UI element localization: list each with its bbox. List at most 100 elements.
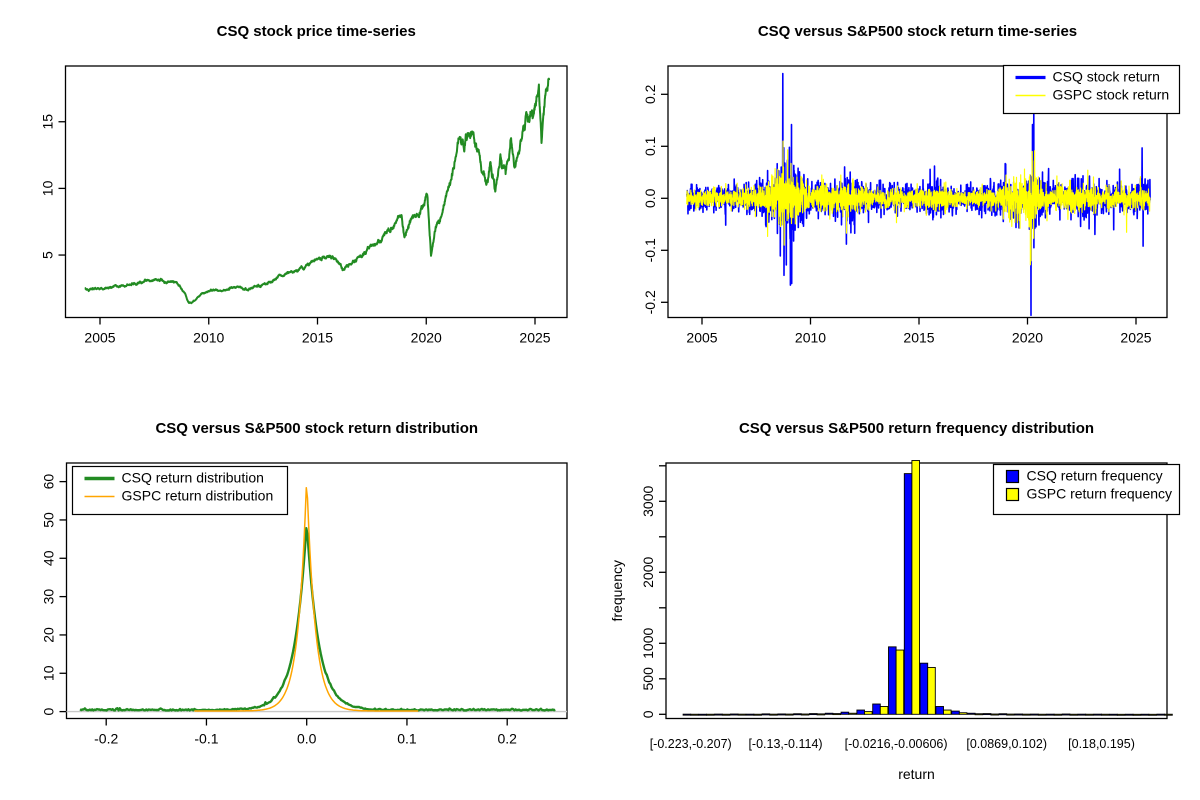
series-gspc-density (194, 486, 419, 712)
series-csq-density (79, 527, 556, 712)
bar-csq-bin-7 (793, 713, 802, 716)
tick-label: 2025 (519, 330, 550, 346)
tick-label: 5 (40, 251, 56, 259)
tick-label: 40 (41, 550, 57, 566)
bar-csq-bin-26 (1093, 713, 1102, 716)
bar-csq-bin-15 (919, 662, 929, 715)
plot-box (65, 462, 568, 720)
bar-csq-bin-25 (1077, 713, 1087, 716)
bar-csq-bin-0 (682, 713, 692, 716)
legend: CSQ return distribution GSPC return distr… (71, 465, 289, 516)
bar-gspc-bin-2 (721, 713, 731, 716)
bar-csq-bin-30 (1156, 713, 1166, 716)
bar-gspc-bin-17 (958, 712, 968, 715)
tick-label: 2015 (903, 330, 934, 346)
bar-csq-bin-12 (872, 703, 881, 715)
tick-label: 50 (41, 512, 57, 528)
tick-label: 0.1 (397, 731, 417, 747)
bar-csq-bin-23 (1046, 713, 1055, 716)
bar-csq-bin-16 (935, 706, 944, 715)
bar-csq-bin-18 (967, 712, 976, 715)
tick-label: 10 (40, 180, 56, 196)
bar-gspc-bin-19 (990, 713, 999, 716)
bar-gspc-bin-0 (690, 713, 699, 716)
tick-label: 2010 (193, 330, 224, 346)
tick-label: 2010 (795, 330, 826, 346)
tick-label: 2025 (1120, 330, 1151, 346)
panel-title: CSQ versus S&P500 stock return distribut… (155, 420, 478, 437)
bar-gspc-bin-23 (1053, 713, 1063, 716)
legend: CSQ stock return GSPC stock return (1002, 64, 1181, 115)
tick-label: 2015 (302, 330, 333, 346)
legend-label: GSPC stock return (1053, 87, 1170, 103)
bar-gspc-bin-28 (1132, 713, 1142, 716)
bar-gspc-bin-25 (1085, 713, 1094, 716)
y-axis-title: frequency (609, 560, 625, 621)
bar-csq-bin-4 (745, 713, 755, 716)
bar-csq-bin-20 (998, 713, 1008, 716)
bar-gspc-bin-7 (800, 713, 810, 716)
bin-label: [-0.223,-0.207) (650, 737, 732, 751)
legend-swatch (1005, 469, 1020, 484)
tick-label: 2005 (84, 330, 115, 346)
bar-gspc-bin-26 (1101, 713, 1110, 716)
legend-box (1002, 64, 1181, 115)
bar-gspc-bin-1 (706, 713, 715, 716)
bar-csq-bin-10 (840, 711, 850, 715)
tick-label: -0.1 (194, 731, 218, 747)
bar-gspc-bin-13 (895, 649, 905, 715)
bar-gspc-bin-27 (1116, 713, 1126, 716)
bar-csq-bin-28 (1125, 713, 1134, 716)
bar-csq-bin-3 (730, 713, 739, 716)
bin-label: [-0.13,-0.114) (748, 737, 822, 751)
panel-return-timeseries: 2005 2010 2015 2020 2025 -0.2 -0.1 0.0 0.1 0.2 CSQ… (642, 23, 1181, 346)
tick-label: 1000 (640, 628, 656, 659)
tick-label: -0.2 (94, 731, 118, 747)
bar-gspc-bin-30 (1164, 713, 1173, 716)
tick-label: 2005 (686, 330, 717, 346)
bar-gspc-bin-10 (848, 712, 857, 715)
bar-gspc-bin-5 (769, 713, 778, 716)
bar-gspc-bin-21 (1022, 713, 1031, 716)
legend-label: GSPC return distribution (122, 488, 274, 504)
bar-gspc-bin-24 (1069, 713, 1078, 716)
bar-gspc-bin-29 (1148, 713, 1157, 716)
bar-csq-bin-6 (777, 713, 786, 716)
x-axis-title: return (898, 766, 935, 782)
tick-label: 60 (41, 474, 57, 490)
legend-box (992, 463, 1181, 516)
tick-label: 10 (41, 665, 57, 681)
bar-gspc-bin-18 (974, 713, 984, 716)
panel-title: CSQ versus S&P500 stock return time-seri… (758, 23, 1077, 40)
legend-label: CSQ return distribution (122, 470, 264, 486)
bin-label: [0.18,0.195) (1068, 737, 1135, 751)
bar-gspc-bin-16 (943, 709, 952, 715)
bar-csq-bin-1 (698, 713, 707, 716)
tick-label: 500 (640, 667, 656, 691)
tick-label: 0.0 (642, 188, 658, 208)
tick-label: 15 (40, 114, 56, 130)
panel-title: CSQ stock price time-series (217, 23, 416, 40)
bar-csq-bin-9 (824, 712, 834, 715)
tick-label: 0 (640, 710, 656, 718)
bar-gspc-bin-12 (879, 706, 889, 715)
bar-csq-bin-24 (1061, 713, 1071, 716)
bar-gspc-bin-3 (737, 713, 747, 716)
bar-gspc-bin-14 (911, 460, 920, 715)
bar-csq-bin-17 (951, 710, 960, 715)
bar-gspc-bin-6 (785, 713, 794, 716)
tick-label: 0.2 (642, 84, 658, 104)
legend-label: CSQ stock return (1053, 69, 1160, 85)
legend-box (71, 465, 289, 516)
bar-gspc-bin-9 (832, 713, 841, 716)
bar-csq-bin-27 (1109, 713, 1118, 716)
bar-csq-bin-5 (761, 713, 771, 716)
plot-box (667, 65, 1168, 319)
tick-label: 3000 (640, 486, 656, 517)
bin-label: [0.0869,0.102) (966, 737, 1047, 751)
panel-title: CSQ versus S&P500 return frequency distr… (739, 420, 1094, 437)
series-gspc-return (686, 140, 1151, 266)
bar-gspc-bin-20 (1006, 713, 1015, 716)
panel-return-frequency: 0 500 1000 2000 3000 CSQ versus S&P500 return… (609, 420, 1181, 782)
